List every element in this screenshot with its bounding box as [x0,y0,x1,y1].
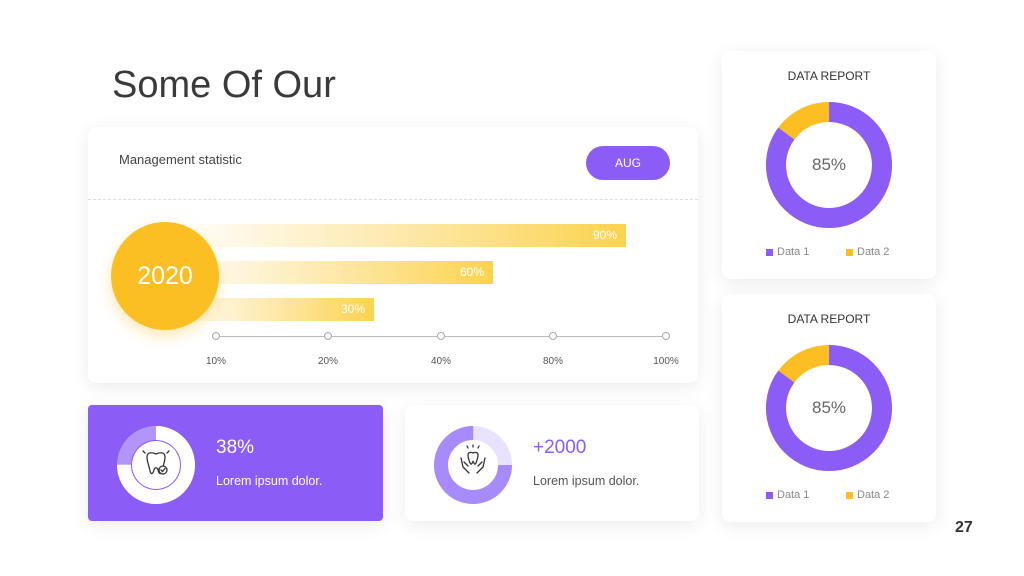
stat-card-percent: 38% Lorem ipsum dolor. [88,405,383,521]
tick-label: 40% [430,356,451,367]
bar-label: 60% [459,265,484,279]
bar-label: 30% [340,302,365,316]
legend-item-data1: Data 1 [766,489,809,501]
bar-60: 60% [168,261,493,284]
legend-label: Data 2 [857,246,890,258]
tick-dot [437,332,445,340]
stat-description: Lorem ipsum dolor. [216,474,323,488]
progress-ring [434,426,512,504]
stat-card-count: +2000 Lorem ipsum dolor. [405,405,699,521]
tick-dot [212,332,220,340]
legend-swatch [846,491,853,499]
stat-value: 38% [216,437,255,458]
tick-dot [324,332,332,340]
tick-dot [662,332,670,340]
legend-item-data2: Data 2 [846,489,889,501]
management-label: Management statistic [119,152,242,167]
progress-ring [117,426,195,504]
hands-tooth-icon [460,444,486,474]
page-number: 27 [955,519,973,536]
stat-value: +2000 [533,437,587,458]
legend-label: Data 1 [777,489,810,501]
month-button[interactable]: AUG [586,146,670,180]
bar-90: 90% [168,224,626,247]
legend-item-data1: Data 1 [766,246,809,258]
data-report-card: DATA REPORT 85% Data 1 Data 2 [722,51,936,279]
report-title: DATA REPORT [787,312,871,326]
donut-chart: 85% [766,345,892,471]
report-title: DATA REPORT [787,69,871,83]
legend-label: Data 2 [857,489,890,501]
tick-label: 100% [653,356,679,367]
tick-label: 80% [542,356,563,367]
bar-label: 90% [592,228,617,242]
year-badge: 2020 [111,222,219,330]
tick-label: 20% [317,356,338,367]
management-statistic-card: Management statistic AUG 90% 60% 30% 202… [88,127,698,383]
tick-dot [549,332,557,340]
tooth-icon [142,450,170,475]
legend-item-data2: Data 2 [846,246,889,258]
divider [88,199,698,200]
stat-description: Lorem ipsum dolor. [533,474,640,488]
donut-chart: 85% [766,102,892,228]
donut-center-label: 85% [812,155,846,174]
bar-30: 30% [168,298,374,321]
legend-label: Data 1 [777,246,810,258]
tick-label: 10% [205,356,226,367]
legend-swatch [766,491,773,499]
page-title: Some Of Our [112,64,336,106]
data-report-card: DATA REPORT 85% Data 1 Data 2 [722,294,936,522]
legend-swatch [766,248,773,256]
legend-swatch [846,248,853,256]
donut-center-label: 85% [812,398,846,417]
